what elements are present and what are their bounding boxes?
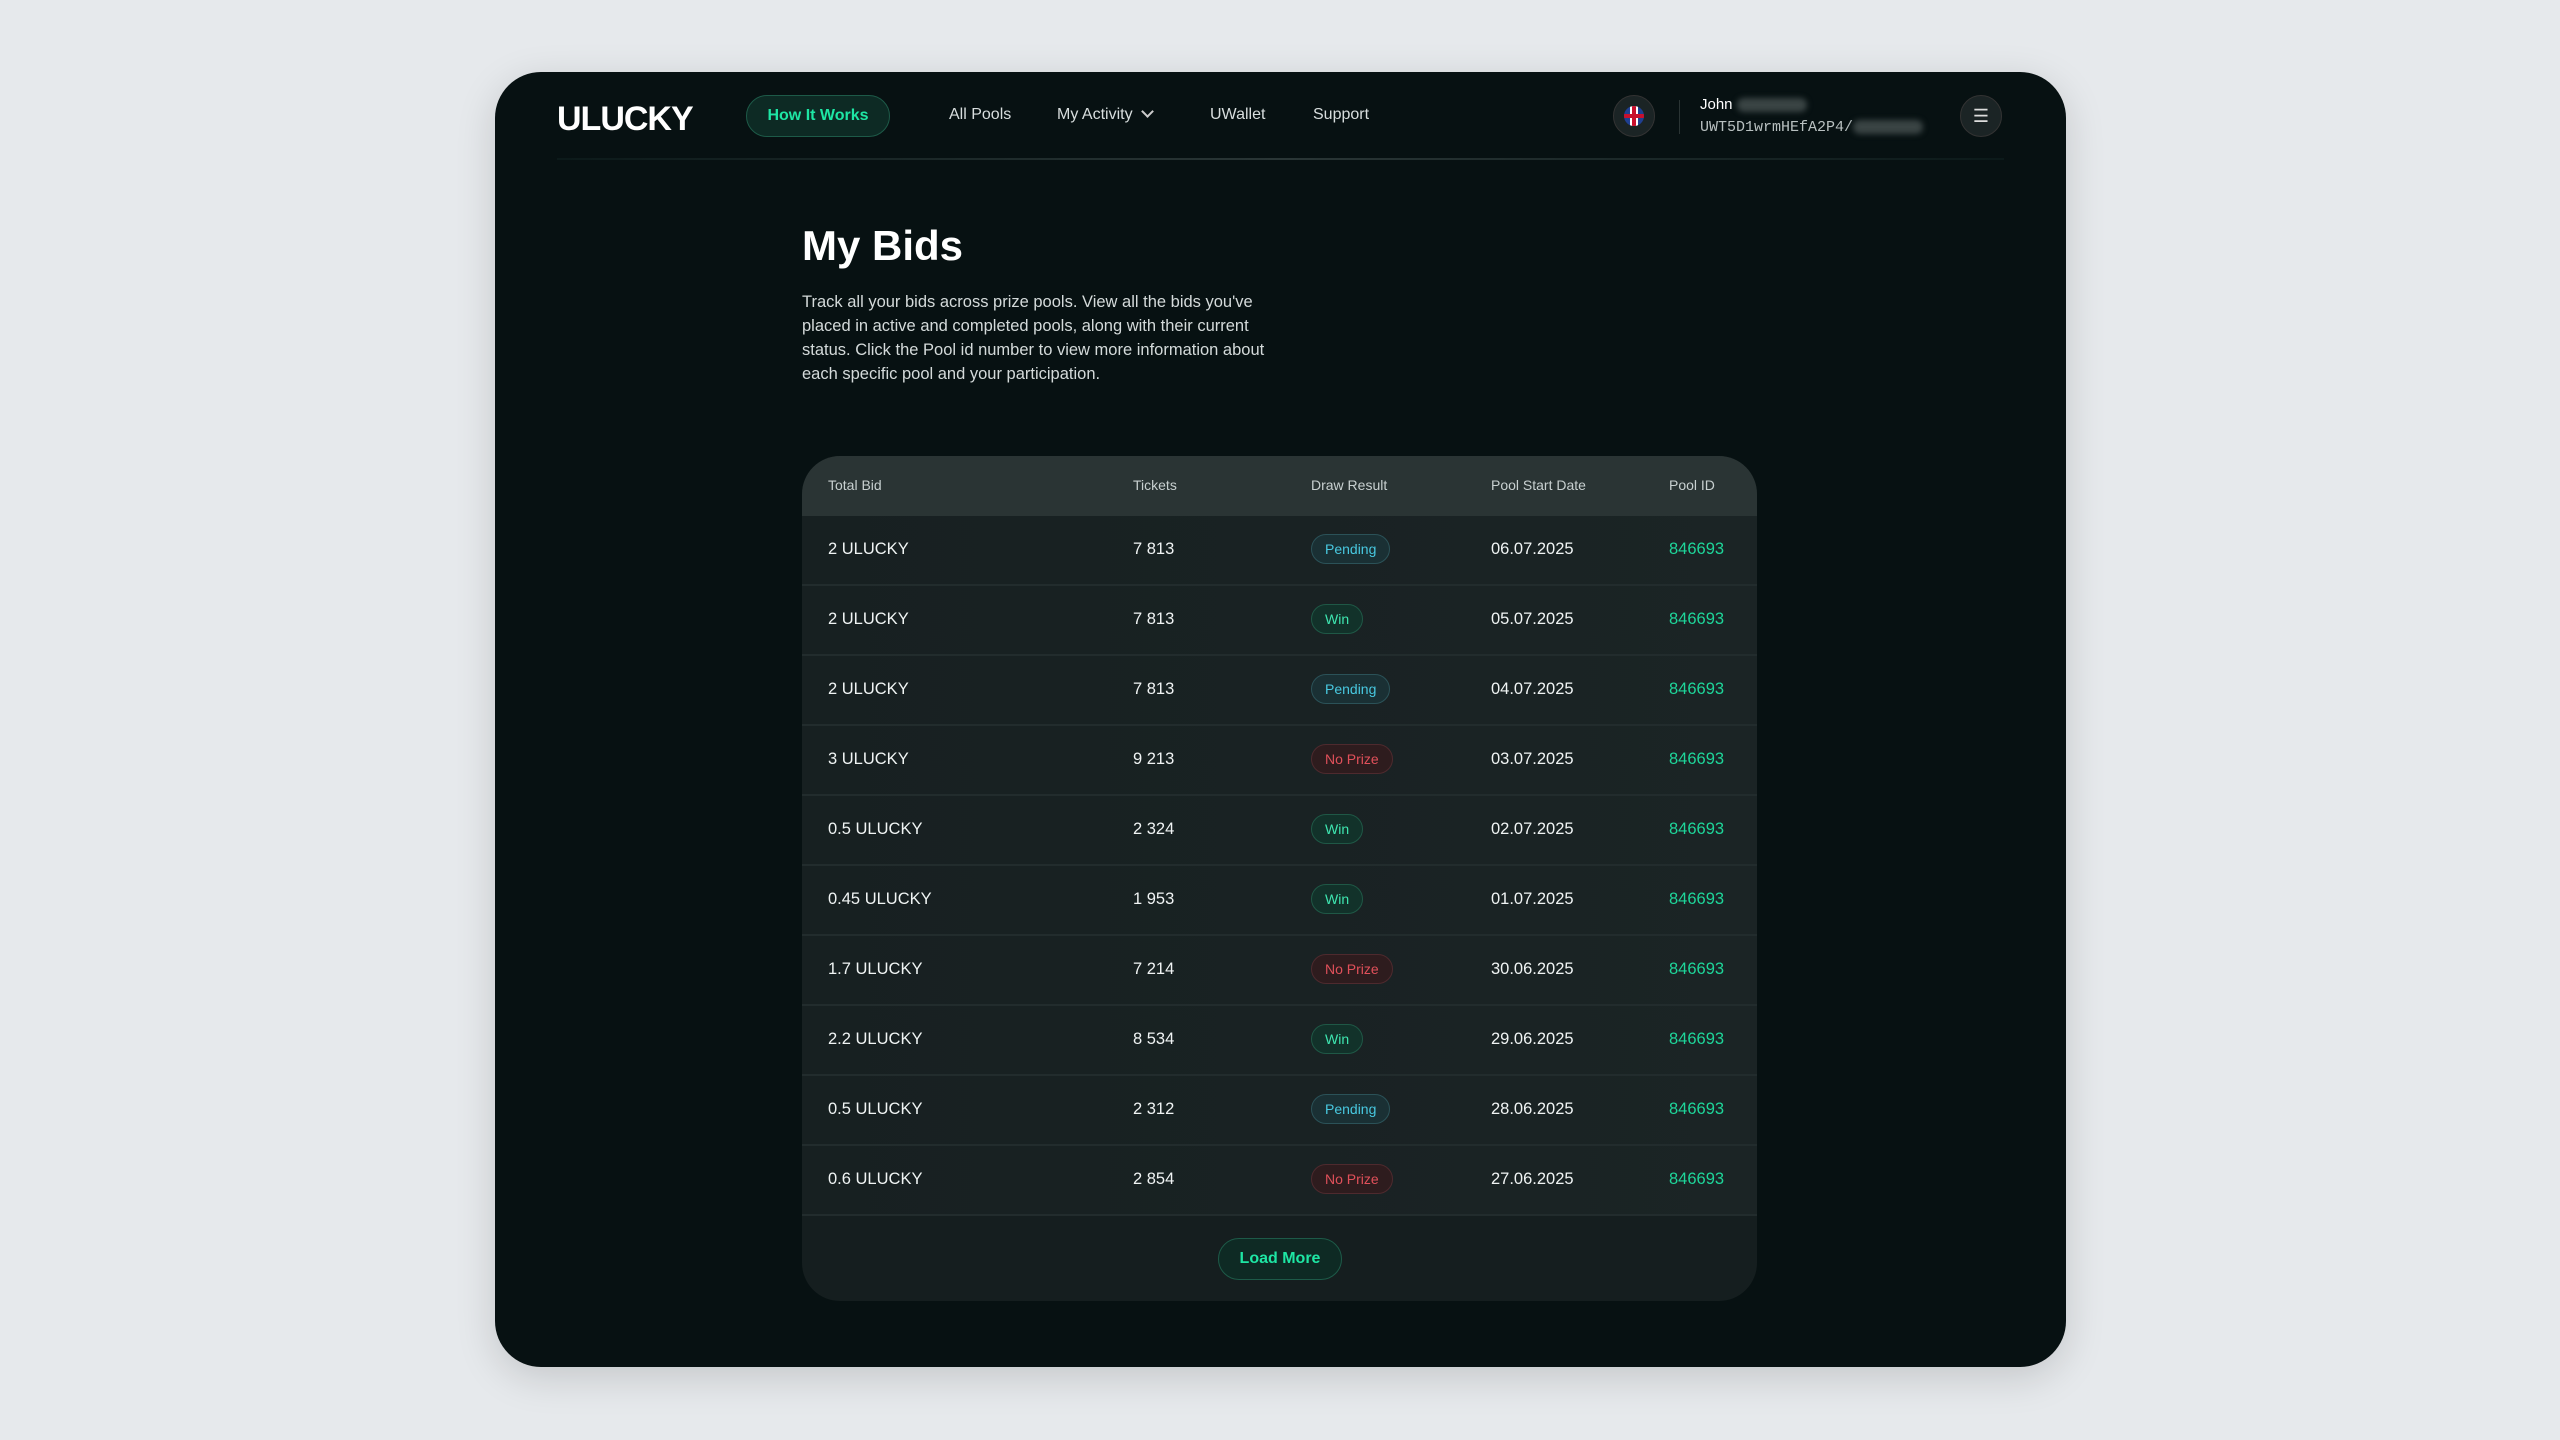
table-row: 0.45 ULUCKY 1 953 Win 01.07.2025 846693 — [802, 866, 1757, 936]
menu-icon: ☰ — [1972, 105, 1990, 126]
tickets: 7 214 — [1133, 960, 1175, 978]
tickets: 2 312 — [1133, 1100, 1175, 1118]
user-info[interactable]: John UWT5D1wrmHEfA2P4/ — [1700, 96, 1924, 136]
total-bid: 0.6 ULUCKY — [828, 1170, 923, 1188]
total-bid: 1.7 ULUCKY — [828, 960, 923, 978]
nav-support[interactable]: Support — [1313, 106, 1370, 123]
draw-result-badge: Win — [1311, 884, 1364, 914]
load-more-button[interactable]: Load More — [1218, 1238, 1342, 1280]
nav-how-it-works[interactable]: How It Works — [746, 95, 890, 137]
total-bid: 0.5 ULUCKY — [828, 820, 923, 838]
table-row: 2 ULUCKY 7 813 Pending 06.07.2025 846693 — [802, 516, 1757, 586]
pool-start-date: 02.07.2025 — [1491, 820, 1574, 838]
table-row: 2 ULUCKY 7 813 Win 05.07.2025 846693 — [802, 586, 1757, 656]
uk-flag-icon — [1624, 106, 1644, 126]
hamburger-menu-button[interactable]: ☰ — [1960, 95, 2002, 137]
tickets: 7 813 — [1133, 680, 1175, 698]
tickets: 1 953 — [1133, 890, 1175, 908]
redacted — [1736, 98, 1807, 113]
pool-start-date: 29.06.2025 — [1491, 1030, 1574, 1048]
pool-id-link[interactable]: 846693 — [1669, 610, 1725, 628]
page-title: My Bids — [802, 222, 964, 269]
draw-result-badge: Pending — [1311, 674, 1391, 704]
pool-start-date: 06.07.2025 — [1491, 540, 1574, 558]
total-bid: 2 ULUCKY — [828, 610, 909, 628]
app-window: ULUCKY How It Works All Pools My Activit… — [495, 72, 2066, 1367]
tickets: 2 324 — [1133, 820, 1175, 838]
tickets: 7 813 — [1133, 540, 1175, 558]
table-body: 2 ULUCKY 7 813 Pending 06.07.2025 846693… — [802, 516, 1757, 1216]
header-tickets: Tickets — [1133, 477, 1177, 493]
draw-result-badge: Win — [1311, 814, 1364, 844]
table-row: 0.5 ULUCKY 2 312 Pending 28.06.2025 8466… — [802, 1076, 1757, 1146]
table-row: 1.7 ULUCKY 7 214 No Prize 30.06.2025 846… — [802, 936, 1757, 1006]
table-row: 3 ULUCKY 9 213 No Prize 03.07.2025 84669… — [802, 726, 1757, 796]
pool-start-date: 01.07.2025 — [1491, 890, 1574, 908]
nav-uwallet[interactable]: UWallet — [1210, 106, 1266, 123]
page-description: Track all your bids across prize pools. … — [802, 293, 1265, 383]
chevron-down-icon — [1140, 105, 1154, 118]
pool-id-link[interactable]: 846693 — [1669, 960, 1725, 978]
header-draw-result: Draw Result — [1311, 477, 1388, 493]
draw-result-badge: No Prize — [1311, 1164, 1393, 1194]
pool-id-link[interactable]: 846693 — [1669, 750, 1725, 768]
total-bid: 2 ULUCKY — [828, 680, 909, 698]
draw-result-badge: Pending — [1311, 1094, 1391, 1124]
draw-result-badge: No Prize — [1311, 954, 1393, 984]
header-total-bid: Total Bid — [828, 477, 882, 493]
header-pool-start-date: Pool Start Date — [1491, 477, 1586, 493]
draw-result-badge: Win — [1311, 604, 1364, 634]
tickets: 8 534 — [1133, 1030, 1175, 1048]
nav-divider — [557, 158, 2004, 160]
tickets: 2 854 — [1133, 1170, 1175, 1188]
top-nav: ULUCKY How It Works All Pools My Activit… — [495, 72, 2066, 160]
pool-id-link[interactable]: 846693 — [1669, 1030, 1725, 1048]
wallet-address: UWT5D1wrmHEfA2P4/ — [1700, 119, 1854, 136]
pool-start-date: 28.06.2025 — [1491, 1100, 1574, 1118]
tickets: 9 213 — [1133, 750, 1175, 768]
logo[interactable]: ULUCKY — [557, 100, 694, 138]
header-pool-id: Pool ID — [1669, 477, 1715, 493]
nav-all-pools[interactable]: All Pools — [949, 106, 1012, 123]
pool-start-date: 30.06.2025 — [1491, 960, 1574, 978]
table-header: Total Bid Tickets Draw Result Pool Start… — [802, 456, 1757, 516]
pool-start-date: 04.07.2025 — [1491, 680, 1574, 698]
nav-my-activity-label: My Activity — [1057, 106, 1133, 123]
table-row: 2.2 ULUCKY 8 534 Win 29.06.2025 846693 — [802, 1006, 1757, 1076]
nav-my-activity[interactable]: My Activity — [1057, 105, 1154, 124]
pool-id-link[interactable]: 846693 — [1669, 820, 1725, 838]
pool-id-link[interactable]: 846693 — [1669, 540, 1725, 558]
redacted — [1853, 120, 1924, 135]
language-button[interactable] — [1613, 95, 1655, 137]
pool-id-link[interactable]: 846693 — [1669, 1100, 1725, 1118]
draw-result-badge: Win — [1311, 1024, 1364, 1054]
table-row: 2 ULUCKY 7 813 Pending 04.07.2025 846693 — [802, 656, 1757, 726]
total-bid: 0.45 ULUCKY — [828, 890, 932, 908]
user-name: John — [1700, 96, 1733, 113]
pool-start-date: 03.07.2025 — [1491, 750, 1574, 768]
bids-table: Total Bid Tickets Draw Result Pool Start… — [802, 456, 1757, 1301]
pool-id-link[interactable]: 846693 — [1669, 890, 1725, 908]
pool-start-date: 27.06.2025 — [1491, 1170, 1574, 1188]
total-bid: 3 ULUCKY — [828, 750, 909, 768]
table-row: 0.5 ULUCKY 2 324 Win 02.07.2025 846693 — [802, 796, 1757, 866]
divider — [1679, 100, 1680, 134]
table-row: 0.6 ULUCKY 2 854 No Prize 27.06.2025 846… — [802, 1146, 1757, 1216]
pool-id-link[interactable]: 846693 — [1669, 680, 1725, 698]
total-bid: 2.2 ULUCKY — [828, 1030, 923, 1048]
draw-result-badge: No Prize — [1311, 744, 1393, 774]
draw-result-badge: Pending — [1311, 534, 1391, 564]
total-bid: 0.5 ULUCKY — [828, 1100, 923, 1118]
pool-start-date: 05.07.2025 — [1491, 610, 1574, 628]
total-bid: 2 ULUCKY — [828, 540, 909, 558]
pool-id-link[interactable]: 846693 — [1669, 1170, 1725, 1188]
tickets: 7 813 — [1133, 610, 1175, 628]
